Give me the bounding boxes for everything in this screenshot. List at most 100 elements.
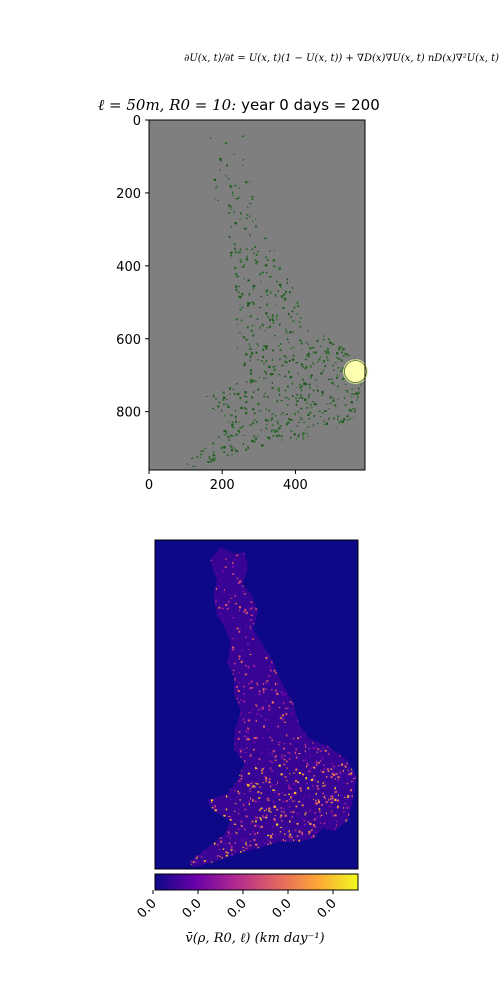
- velocity-cell: [260, 825, 263, 828]
- velocity-cell: [268, 748, 270, 751]
- velocity-cell: [238, 701, 240, 704]
- velocity-cell: [350, 789, 352, 792]
- vegetation-cell: [229, 393, 231, 395]
- vegetation-cell: [324, 410, 327, 412]
- vegetation-cell: [342, 355, 345, 357]
- velocity-cell: [259, 826, 261, 828]
- vegetation-cell: [308, 347, 312, 350]
- velocity-cell: [288, 752, 291, 755]
- vegetation-cell: [217, 405, 220, 408]
- velocity-cell: [306, 762, 308, 764]
- velocity-cell: [249, 625, 251, 627]
- vegetation-cell: [297, 410, 299, 414]
- vegetation-cell: [236, 383, 238, 385]
- vegetation-cell: [252, 408, 255, 411]
- vegetation-cell: [222, 396, 226, 399]
- velocity-cell: [324, 784, 326, 787]
- velocity-cell: [283, 829, 285, 831]
- velocity-cell: [279, 831, 281, 833]
- velocity-cell: [232, 673, 234, 676]
- vegetation-cell: [235, 285, 238, 288]
- vegetation-cell: [237, 291, 240, 293]
- velocity-cell: [300, 790, 302, 792]
- vegetation-cell: [239, 396, 241, 400]
- velocity-cell: [270, 783, 274, 786]
- vegetation-cell: [214, 457, 216, 459]
- velocity-cell: [231, 648, 235, 651]
- velocity-cell: [256, 682, 258, 684]
- velocity-cell: [243, 685, 246, 688]
- velocity-cell: [343, 810, 345, 813]
- vegetation-cell: [245, 408, 248, 410]
- velocity-cell: [317, 781, 319, 783]
- velocity-cell: [232, 638, 234, 640]
- colorbar-tick-label: 0.0: [225, 896, 250, 921]
- vegetation-cell: [249, 215, 251, 218]
- velocity-cell: [210, 801, 212, 803]
- vegetation-cell: [249, 346, 251, 348]
- vegetation-cell: [229, 387, 231, 390]
- velocity-cell: [229, 594, 231, 597]
- vegetation-cell: [297, 435, 299, 438]
- velocity-cell: [214, 809, 217, 812]
- vegetation-cell: [293, 346, 295, 348]
- vegetation-cell: [276, 421, 278, 423]
- vegetation-cell: [220, 447, 223, 449]
- vegetation-cell: [311, 346, 314, 349]
- velocity-cell: [278, 834, 280, 836]
- vegetation-cell: [210, 460, 212, 463]
- velocity-cell: [254, 833, 257, 836]
- vegetation-cell: [298, 421, 300, 423]
- velocity-cell: [325, 801, 328, 804]
- velocity-cell: [295, 779, 298, 783]
- vegetation-cell: [223, 451, 226, 453]
- velocity-cell: [334, 814, 337, 817]
- vegetation-cell: [346, 390, 349, 393]
- velocity-cell: [303, 820, 306, 822]
- vegetation-cell: [279, 323, 281, 326]
- vegetation-cell: [213, 178, 217, 181]
- velocity-cell: [203, 851, 206, 854]
- vegetation-cell: [242, 442, 244, 445]
- vegetation-cell: [271, 413, 274, 415]
- vegetation-cell: [288, 360, 291, 362]
- velocity-cell: [225, 854, 228, 857]
- vegetation-cell: [344, 352, 347, 354]
- vegetation-cell: [262, 348, 265, 351]
- velocity-cell: [213, 804, 216, 806]
- vegetation-cell: [263, 377, 265, 379]
- velocity-cell: [238, 792, 241, 795]
- vegetation-cell: [321, 390, 324, 393]
- velocity-cell: [312, 778, 314, 780]
- velocity-cell: [332, 765, 334, 768]
- velocity-cell: [355, 776, 357, 779]
- velocity-cell: [323, 794, 326, 796]
- velocity-cell: [258, 693, 261, 696]
- velocity-cell: [274, 790, 276, 792]
- vegetation-cell: [307, 395, 310, 397]
- velocity-cell: [203, 860, 206, 862]
- velocity-cell: [257, 709, 260, 711]
- vegetation-cell: [200, 450, 202, 452]
- y-axis: 0 200 400 600 800: [116, 114, 149, 421]
- velocity-cell: [321, 804, 323, 807]
- vegetation-cell: [240, 406, 243, 410]
- y-tick-label: 0: [133, 114, 141, 129]
- velocity-cell: [322, 782, 325, 784]
- x-tick-label: 200: [210, 478, 235, 493]
- vegetation-cell: [229, 186, 232, 188]
- velocity-cell: [332, 814, 335, 817]
- vegetation-cell: [224, 430, 227, 432]
- velocity-cell: [288, 793, 290, 796]
- vegetation-cell: [246, 257, 248, 260]
- vegetation-cell: [286, 278, 288, 281]
- top-axes-frame: [148, 119, 366, 471]
- velocity-cell: [228, 606, 230, 609]
- vegetation-cell: [274, 415, 277, 417]
- vegetation-cell: [276, 420, 279, 422]
- velocity-cell: [334, 787, 336, 790]
- vegetation-cell: [285, 413, 288, 415]
- vegetation-cell: [340, 420, 343, 423]
- velocity-cell: [279, 795, 281, 797]
- velocity-cell: [219, 579, 222, 580]
